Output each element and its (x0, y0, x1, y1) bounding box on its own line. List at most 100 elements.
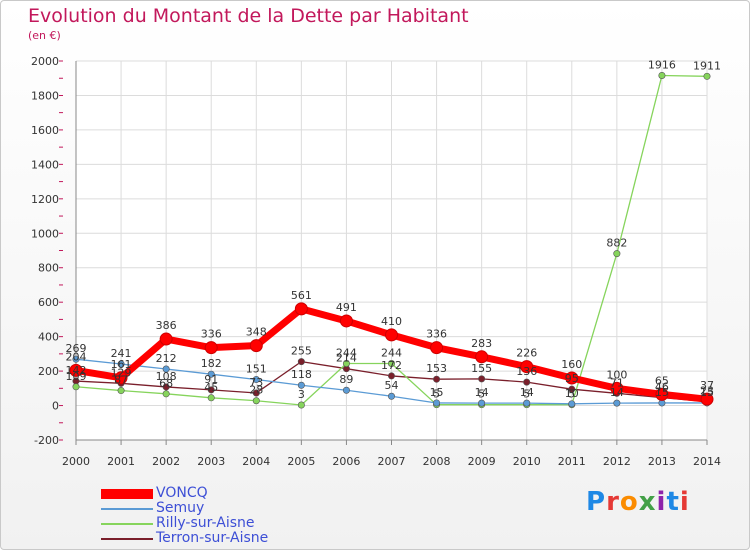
x-tick-label: 2003 (197, 455, 225, 468)
data-point-terron-sur-aisne (252, 389, 260, 397)
data-label-semuy: 54 (385, 379, 399, 392)
data-label-terron-sur-aisne: 153 (426, 362, 447, 375)
data-point-terron-sur-aisne (207, 386, 215, 394)
data-point-voncq (204, 341, 218, 355)
logo-letter: i (656, 487, 667, 517)
data-label-voncq: 283 (471, 337, 492, 350)
data-point-voncq (69, 363, 83, 377)
x-tick-label: 2008 (423, 455, 451, 468)
data-label-semuy: 212 (156, 352, 177, 365)
logo-letter: t (666, 487, 680, 517)
y-tick-label: 1600 (31, 124, 59, 137)
data-label-terron-sur-aisne: 129 (111, 366, 132, 379)
data-point-semuy (478, 399, 486, 407)
data-label-rilly-sur-aisne: 5 (433, 388, 440, 401)
legend-swatch-voncq (101, 489, 153, 499)
data-point-rilly-sur-aisne (162, 390, 170, 398)
data-label-voncq: 65 (655, 374, 669, 387)
x-tick-label: 2006 (332, 455, 360, 468)
data-label-rilly-sur-aisne: 68 (159, 377, 173, 390)
data-point-semuy (117, 360, 125, 368)
data-point-rilly-sur-aisne (252, 397, 260, 405)
logo-letter: P (586, 487, 607, 517)
data-point-rilly-sur-aisne (658, 71, 666, 79)
x-tick-label: 2012 (603, 455, 631, 468)
data-label-semuy: 14 (610, 386, 624, 399)
data-point-rilly-sur-aisne (387, 360, 395, 368)
data-point-voncq (114, 371, 128, 385)
data-label-semuy: 269 (66, 342, 87, 355)
data-label-voncq: 160 (561, 358, 582, 371)
data-point-semuy (523, 399, 531, 407)
data-label-rilly-sur-aisne: 244 (336, 347, 357, 360)
data-label-rilly-sur-aisne: 1911 (693, 59, 721, 72)
data-point-rilly-sur-aisne (703, 72, 711, 80)
x-tick-label: 2014 (693, 455, 721, 468)
data-label-terron-sur-aisne: 255 (291, 345, 312, 358)
chart-title: Evolution du Montant de la Dette par Hab… (28, 5, 469, 27)
data-point-voncq (159, 332, 173, 346)
data-point-voncq (249, 339, 263, 353)
data-label-voncq: 37 (700, 379, 714, 392)
data-label-rilly-sur-aisne: 5 (523, 388, 530, 401)
data-label-voncq: 161 (111, 358, 132, 371)
data-point-rilly-sur-aisne (297, 401, 305, 409)
data-label-voncq: 336 (426, 328, 447, 341)
data-label-voncq: 491 (336, 301, 357, 314)
data-point-terron-sur-aisne (387, 372, 395, 380)
legend-swatch-semuy (101, 508, 153, 510)
y-tick-label: 2000 (31, 55, 59, 68)
legend-label-terron-sur-aisne: Terron-sur-Aisne (156, 530, 269, 546)
data-point-voncq (565, 371, 579, 385)
legend-label-rilly-sur-aisne: Rilly-sur-Aisne (156, 515, 255, 531)
data-point-semuy (72, 355, 80, 363)
data-point-rilly-sur-aisne (207, 394, 215, 402)
data-label-terron-sur-aisne: 214 (336, 352, 357, 365)
data-point-voncq (520, 360, 534, 374)
data-label-terron-sur-aisne: 73 (249, 376, 263, 389)
y-tick-label: 200 (38, 365, 59, 378)
y-tick-label: 1400 (31, 158, 59, 171)
data-label-semuy: 15 (430, 386, 444, 399)
data-label-terron-sur-aisne: 142 (66, 364, 87, 377)
x-tick-label: 2000 (62, 455, 90, 468)
data-label-semuy: 118 (291, 368, 312, 381)
data-point-voncq (294, 302, 308, 316)
data-label-terron-sur-aisne: 91 (204, 373, 218, 386)
data-label-rilly-sur-aisne: 3 (298, 388, 305, 401)
data-label-terron-sur-aisne: 172 (381, 359, 402, 372)
data-label-voncq: 226 (516, 347, 537, 360)
data-point-semuy (297, 381, 305, 389)
data-label-voncq: 100 (606, 368, 627, 381)
y-tick-label: 1200 (31, 193, 59, 206)
data-point-semuy (613, 399, 621, 407)
logo-letter: i (679, 487, 690, 517)
legend-swatch-rilly-sur-aisne (101, 523, 153, 525)
data-point-voncq (339, 314, 353, 328)
unit-label: (en €) (28, 29, 61, 42)
data-label-semuy: 14 (520, 386, 534, 399)
data-point-semuy (162, 365, 170, 373)
logo-letter: x (638, 487, 657, 517)
data-label-voncq: 386 (156, 319, 177, 332)
x-tick-label: 2007 (378, 455, 406, 468)
data-point-voncq (430, 341, 444, 355)
x-tick-label: 2013 (648, 455, 676, 468)
data-label-rilly-sur-aisne: 28 (249, 384, 263, 397)
data-label-semuy: 10 (565, 387, 579, 400)
x-tick-label: 2001 (107, 455, 135, 468)
data-point-terron-sur-aisne (162, 383, 170, 391)
data-label-voncq: 204 (66, 350, 87, 363)
data-label-terron-sur-aisne: 136 (516, 365, 537, 378)
y-tick-label: 400 (38, 331, 59, 344)
x-tick-label: 2010 (513, 455, 541, 468)
y-tick-label: 1800 (31, 89, 59, 102)
data-point-voncq (655, 387, 669, 401)
y-tick-label: 0 (52, 400, 59, 413)
x-tick-label: 2005 (287, 455, 315, 468)
data-label-rilly-sur-aisne: 1916 (648, 58, 676, 71)
data-label-voncq: 348 (246, 326, 267, 339)
x-tick-label: 2002 (152, 455, 180, 468)
